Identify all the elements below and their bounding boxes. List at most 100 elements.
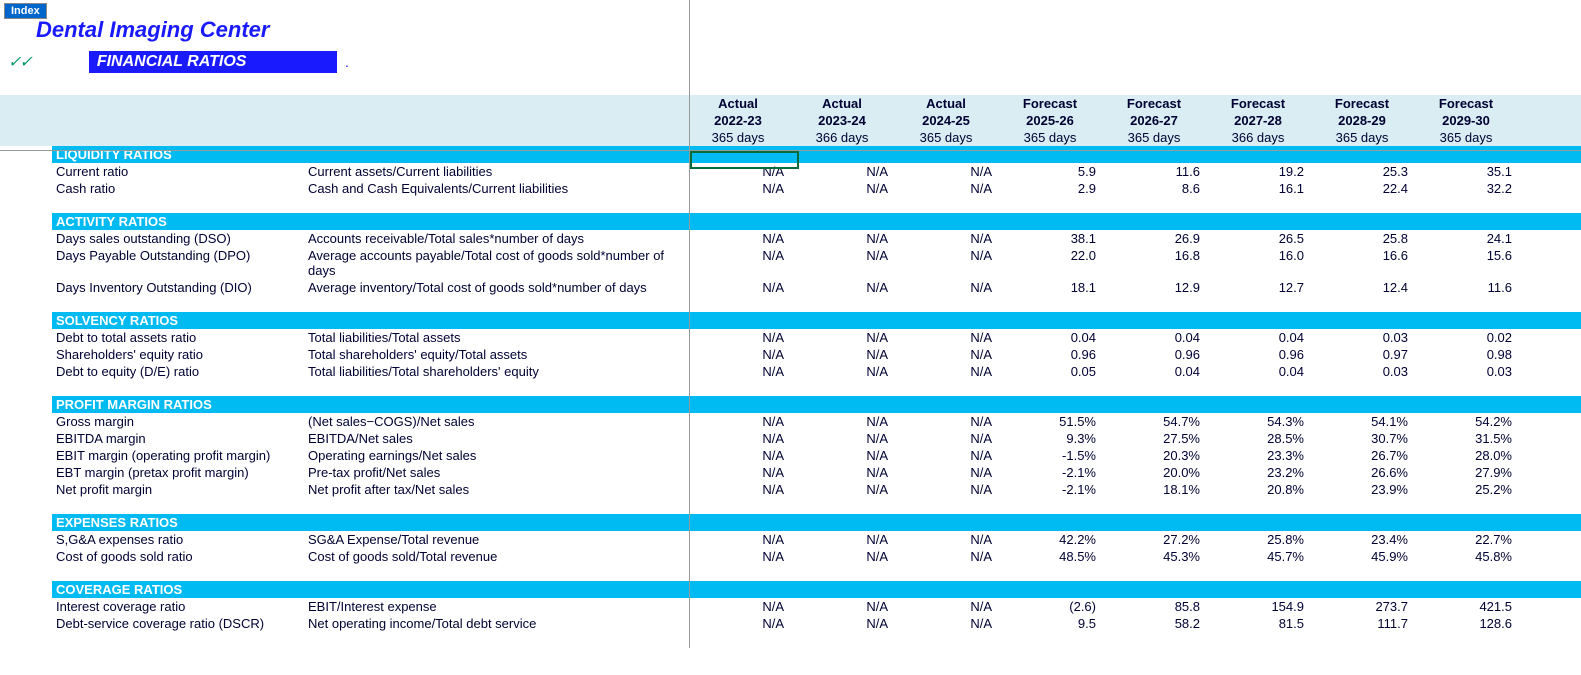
ratio-value[interactable]: 30.7% <box>1312 430 1416 447</box>
ratio-value[interactable]: 54.7% <box>1104 413 1208 430</box>
ratio-value[interactable]: 25.2% <box>1416 481 1520 498</box>
ratio-value[interactable]: 23.9% <box>1312 481 1416 498</box>
ratio-value[interactable]: 26.5 <box>1208 230 1312 247</box>
ratio-value[interactable]: N/A <box>688 464 792 481</box>
ratio-value[interactable]: 0.03 <box>1312 363 1416 380</box>
ratio-value[interactable]: N/A <box>792 163 896 180</box>
ratio-value[interactable]: 58.2 <box>1104 615 1208 632</box>
ratio-value[interactable]: 0.04 <box>1208 329 1312 346</box>
ratio-value[interactable]: 0.97 <box>1312 346 1416 363</box>
ratio-value[interactable]: 42.2% <box>1000 531 1104 548</box>
ratio-value[interactable]: N/A <box>688 548 792 565</box>
ratio-value[interactable]: N/A <box>688 163 792 180</box>
ratio-value[interactable]: 0.96 <box>1000 346 1104 363</box>
ratio-value[interactable]: 48.5% <box>1000 548 1104 565</box>
ratio-value[interactable]: N/A <box>896 329 1000 346</box>
ratio-value[interactable]: 11.6 <box>1104 163 1208 180</box>
ratio-value[interactable]: 45.7% <box>1208 548 1312 565</box>
ratio-value[interactable]: N/A <box>792 598 896 615</box>
ratio-value[interactable]: N/A <box>896 279 1000 296</box>
ratio-value[interactable]: 81.5 <box>1208 615 1312 632</box>
ratio-value[interactable]: 16.6 <box>1312 247 1416 279</box>
ratio-value[interactable]: N/A <box>896 481 1000 498</box>
ratio-value[interactable]: N/A <box>896 548 1000 565</box>
ratio-value[interactable]: N/A <box>896 163 1000 180</box>
ratio-value[interactable]: N/A <box>896 430 1000 447</box>
ratio-value[interactable]: N/A <box>688 363 792 380</box>
ratio-value[interactable]: 54.2% <box>1416 413 1520 430</box>
ratio-value[interactable]: 18.1% <box>1104 481 1208 498</box>
ratio-value[interactable]: N/A <box>688 180 792 197</box>
ratio-value[interactable]: N/A <box>792 180 896 197</box>
ratio-value[interactable]: N/A <box>896 598 1000 615</box>
ratio-value[interactable]: 22.4 <box>1312 180 1416 197</box>
ratio-value[interactable]: 421.5 <box>1416 598 1520 615</box>
ratio-value[interactable]: 20.0% <box>1104 464 1208 481</box>
ratio-value[interactable]: N/A <box>792 413 896 430</box>
ratio-value[interactable]: 9.5 <box>1000 615 1104 632</box>
ratio-value[interactable]: N/A <box>792 430 896 447</box>
ratio-value[interactable]: 0.04 <box>1000 329 1104 346</box>
ratio-value[interactable]: 28.0% <box>1416 447 1520 464</box>
ratio-value[interactable]: (2.6) <box>1000 598 1104 615</box>
ratio-value[interactable]: 12.9 <box>1104 279 1208 296</box>
ratio-value[interactable]: 35.1 <box>1416 163 1520 180</box>
ratio-value[interactable]: 0.03 <box>1312 329 1416 346</box>
ratio-value[interactable]: 23.3% <box>1208 447 1312 464</box>
ratio-value[interactable]: 18.1 <box>1000 279 1104 296</box>
ratio-value[interactable]: 22.0 <box>1000 247 1104 279</box>
ratio-value[interactable]: 16.1 <box>1208 180 1312 197</box>
ratio-value[interactable]: 24.1 <box>1416 230 1520 247</box>
ratio-value[interactable]: N/A <box>792 230 896 247</box>
ratio-value[interactable]: 0.03 <box>1416 363 1520 380</box>
ratio-value[interactable]: N/A <box>792 346 896 363</box>
ratio-value[interactable]: N/A <box>896 230 1000 247</box>
ratio-value[interactable]: N/A <box>896 413 1000 430</box>
ratio-value[interactable]: N/A <box>792 615 896 632</box>
ratio-value[interactable]: 38.1 <box>1000 230 1104 247</box>
ratio-value[interactable]: 11.6 <box>1416 279 1520 296</box>
ratio-value[interactable]: 0.05 <box>1000 363 1104 380</box>
ratio-value[interactable]: -2.1% <box>1000 464 1104 481</box>
ratio-value[interactable]: 8.6 <box>1104 180 1208 197</box>
ratio-value[interactable]: 12.7 <box>1208 279 1312 296</box>
ratio-value[interactable]: N/A <box>688 247 792 279</box>
ratio-value[interactable]: 22.7% <box>1416 531 1520 548</box>
ratio-value[interactable]: 0.04 <box>1104 329 1208 346</box>
ratio-value[interactable]: 2.9 <box>1000 180 1104 197</box>
ratio-value[interactable]: 9.3% <box>1000 430 1104 447</box>
ratio-value[interactable]: N/A <box>688 615 792 632</box>
ratio-value[interactable]: N/A <box>792 531 896 548</box>
ratio-value[interactable]: 26.9 <box>1104 230 1208 247</box>
ratio-value[interactable]: 27.5% <box>1104 430 1208 447</box>
ratio-value[interactable]: 25.3 <box>1312 163 1416 180</box>
ratio-value[interactable]: -1.5% <box>1000 447 1104 464</box>
ratio-value[interactable]: 25.8% <box>1208 531 1312 548</box>
ratio-value[interactable]: 45.9% <box>1312 548 1416 565</box>
ratio-value[interactable]: N/A <box>688 346 792 363</box>
ratio-value[interactable]: N/A <box>792 329 896 346</box>
ratio-value[interactable]: 16.0 <box>1208 247 1312 279</box>
ratio-value[interactable]: 273.7 <box>1312 598 1416 615</box>
ratio-value[interactable]: 23.4% <box>1312 531 1416 548</box>
ratio-value[interactable]: 32.2 <box>1416 180 1520 197</box>
ratio-value[interactable]: 25.8 <box>1312 230 1416 247</box>
ratio-value[interactable]: 16.8 <box>1104 247 1208 279</box>
ratio-value[interactable]: 85.8 <box>1104 598 1208 615</box>
ratio-value[interactable]: 28.5% <box>1208 430 1312 447</box>
ratio-value[interactable]: N/A <box>688 531 792 548</box>
ratio-value[interactable]: 45.3% <box>1104 548 1208 565</box>
ratio-value[interactable]: N/A <box>688 230 792 247</box>
ratio-value[interactable]: 26.7% <box>1312 447 1416 464</box>
ratio-value[interactable]: 26.6% <box>1312 464 1416 481</box>
ratio-value[interactable]: N/A <box>896 180 1000 197</box>
ratio-value[interactable]: 20.8% <box>1208 481 1312 498</box>
ratio-value[interactable]: N/A <box>896 464 1000 481</box>
ratio-value[interactable]: 27.9% <box>1416 464 1520 481</box>
ratio-value[interactable]: N/A <box>792 464 896 481</box>
ratio-value[interactable]: N/A <box>688 413 792 430</box>
ratio-value[interactable]: 15.6 <box>1416 247 1520 279</box>
ratio-value[interactable]: N/A <box>896 247 1000 279</box>
ratio-value[interactable]: 45.8% <box>1416 548 1520 565</box>
ratio-value[interactable]: N/A <box>896 447 1000 464</box>
